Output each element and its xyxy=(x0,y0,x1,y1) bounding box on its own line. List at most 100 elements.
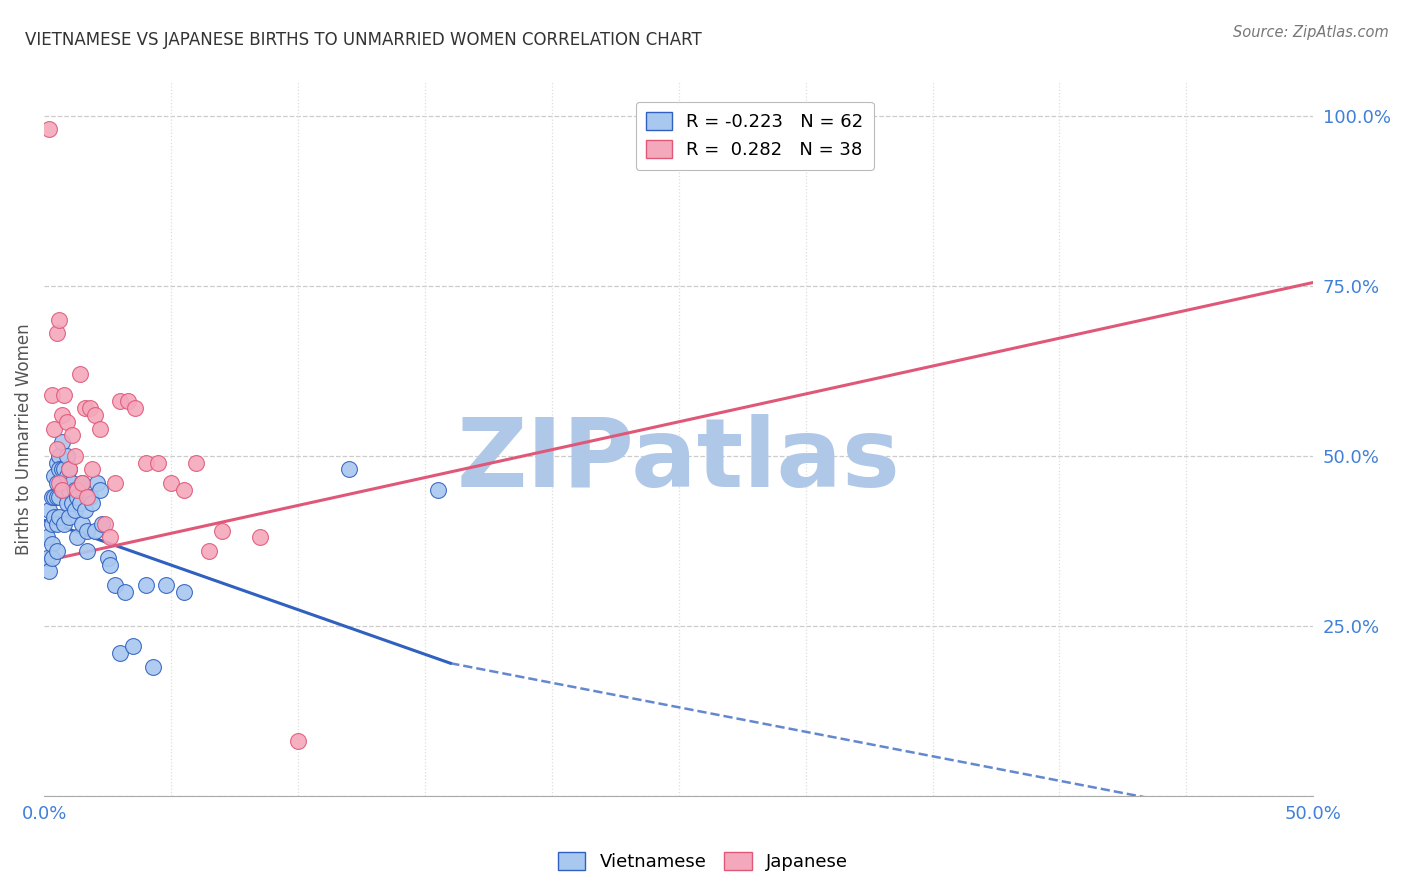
Point xyxy=(45,456,67,470)
Point xyxy=(70,476,93,491)
Point xyxy=(51,483,73,497)
Point xyxy=(104,578,127,592)
Point xyxy=(94,516,117,531)
Point xyxy=(56,496,79,510)
Point xyxy=(41,550,63,565)
Point xyxy=(70,476,93,491)
Point xyxy=(41,516,63,531)
Point xyxy=(38,503,60,517)
Point xyxy=(51,462,73,476)
Point xyxy=(45,544,67,558)
Point xyxy=(44,422,66,436)
Point xyxy=(48,510,70,524)
Point xyxy=(160,476,183,491)
Point xyxy=(48,313,70,327)
Point xyxy=(60,428,83,442)
Point xyxy=(56,469,79,483)
Point xyxy=(66,483,89,497)
Point xyxy=(45,476,67,491)
Y-axis label: Births to Unmarried Women: Births to Unmarried Women xyxy=(15,323,32,555)
Point xyxy=(117,394,139,409)
Point xyxy=(53,516,76,531)
Point xyxy=(73,503,96,517)
Point xyxy=(89,483,111,497)
Point xyxy=(142,659,165,673)
Point xyxy=(48,476,70,491)
Point xyxy=(48,449,70,463)
Point xyxy=(124,401,146,416)
Point xyxy=(58,462,80,476)
Point xyxy=(70,516,93,531)
Point xyxy=(38,122,60,136)
Point xyxy=(98,558,121,572)
Point xyxy=(53,483,76,497)
Point xyxy=(56,449,79,463)
Legend: R = -0.223   N = 62, R =  0.282   N = 38: R = -0.223 N = 62, R = 0.282 N = 38 xyxy=(636,102,875,170)
Point xyxy=(63,483,86,497)
Point xyxy=(53,387,76,401)
Point xyxy=(48,490,70,504)
Point xyxy=(148,456,170,470)
Point xyxy=(83,408,105,422)
Text: VIETNAMESE VS JAPANESE BIRTHS TO UNMARRIED WOMEN CORRELATION CHART: VIETNAMESE VS JAPANESE BIRTHS TO UNMARRI… xyxy=(25,31,702,49)
Point xyxy=(114,584,136,599)
Point xyxy=(426,483,449,497)
Point xyxy=(86,476,108,491)
Point xyxy=(110,394,132,409)
Point xyxy=(89,422,111,436)
Point xyxy=(56,415,79,429)
Text: ZIPatlas: ZIPatlas xyxy=(457,414,901,507)
Point xyxy=(35,530,58,544)
Point xyxy=(58,510,80,524)
Point xyxy=(76,544,98,558)
Point xyxy=(91,516,114,531)
Point xyxy=(82,462,104,476)
Legend: Vietnamese, Japanese: Vietnamese, Japanese xyxy=(551,845,855,879)
Point xyxy=(173,483,195,497)
Point xyxy=(198,544,221,558)
Point xyxy=(73,401,96,416)
Point xyxy=(249,530,271,544)
Point xyxy=(135,456,157,470)
Point xyxy=(45,326,67,341)
Point xyxy=(97,550,120,565)
Point xyxy=(287,734,309,748)
Point xyxy=(83,524,105,538)
Point xyxy=(53,462,76,476)
Point xyxy=(41,537,63,551)
Point xyxy=(44,469,66,483)
Point xyxy=(45,442,67,456)
Point xyxy=(66,530,89,544)
Point xyxy=(211,524,233,538)
Point xyxy=(58,483,80,497)
Point xyxy=(35,550,58,565)
Point xyxy=(337,462,360,476)
Point xyxy=(135,578,157,592)
Point xyxy=(63,503,86,517)
Point xyxy=(122,639,145,653)
Point xyxy=(60,496,83,510)
Point xyxy=(45,516,67,531)
Point xyxy=(58,462,80,476)
Point xyxy=(69,496,91,510)
Point xyxy=(110,646,132,660)
Point xyxy=(44,510,66,524)
Point xyxy=(60,476,83,491)
Point xyxy=(79,401,101,416)
Point xyxy=(76,490,98,504)
Point xyxy=(66,490,89,504)
Point xyxy=(38,565,60,579)
Point xyxy=(155,578,177,592)
Point xyxy=(98,530,121,544)
Point xyxy=(41,387,63,401)
Point xyxy=(69,368,91,382)
Text: Source: ZipAtlas.com: Source: ZipAtlas.com xyxy=(1233,25,1389,40)
Point xyxy=(63,449,86,463)
Point xyxy=(173,584,195,599)
Point xyxy=(41,490,63,504)
Point xyxy=(51,435,73,450)
Point xyxy=(51,483,73,497)
Point xyxy=(44,490,66,504)
Point xyxy=(51,408,73,422)
Point xyxy=(76,524,98,538)
